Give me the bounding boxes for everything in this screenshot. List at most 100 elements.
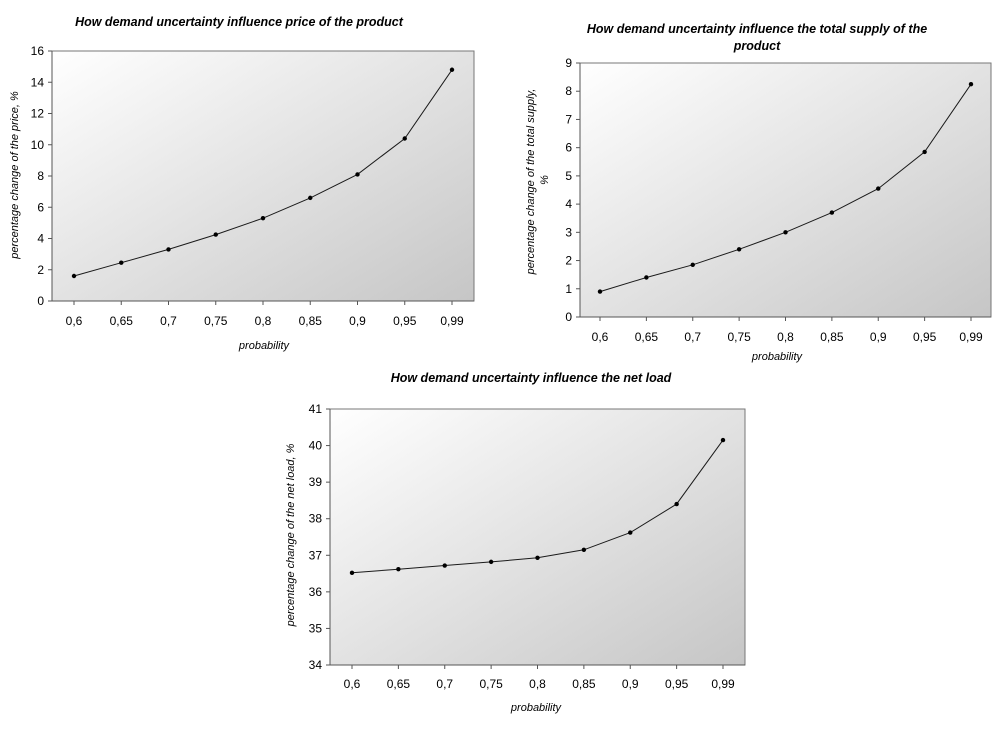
chart-price-data-point (308, 195, 313, 201)
chart-price-data-point (71, 273, 77, 279)
chart-supply-y-axis-label-line2: % (539, 175, 551, 185)
chart-supply-data-point (829, 210, 835, 215)
chart-net-load-x-tick-label: 0,65 (387, 677, 411, 691)
chart-price-x-tick-label: 0,85 (299, 314, 323, 328)
chart-net-load-data-point (349, 570, 355, 576)
chart-price-data-point (119, 260, 124, 265)
chart-net-load-y-tick-label: 34 (309, 658, 323, 672)
chart-net-load-data-point (488, 559, 494, 565)
chart-supply-data-point (690, 262, 695, 267)
chart-supply-x-axis-label: probability (751, 351, 804, 363)
chart-net-load-x-tick-label: 0,85 (572, 677, 596, 691)
chart-net-load-data-point (535, 555, 540, 561)
chart-price-x-tick-label: 0,99 (440, 314, 464, 328)
chart-supply: How demand uncertainty influence the tot… (525, 22, 992, 363)
chart-net-load-x-tick-label: 0,9 (622, 677, 639, 691)
chart-price-y-axis-label: percentage change of the price, % (9, 91, 21, 260)
chart-price-plot-area (51, 50, 475, 302)
chart-net-load-x-tick-label: 0,75 (479, 677, 503, 691)
chart-price-data-point (449, 67, 455, 72)
chart-supply-x-tick-label: 0,8 (777, 330, 794, 344)
chart-supply-title-line2: product (733, 39, 781, 53)
chart-price-data-point (166, 247, 171, 252)
chart-net-load-y-tick-label: 39 (309, 475, 323, 489)
chart-price-x-tick-label: 0,7 (160, 314, 177, 328)
chart-net-load-data-point (674, 501, 679, 507)
chart-supply-x-tick-label: 0,95 (913, 330, 937, 344)
chart-price: How demand uncertainty influence price o… (9, 15, 475, 352)
chart-price-x-tick-label: 0,9 (349, 314, 366, 328)
chart-supply-data-point (644, 275, 649, 280)
chart-supply-y-tick-label: 5 (565, 169, 572, 183)
chart-price-y-tick-label: 16 (31, 44, 45, 58)
chart-net-load-y-tick-label: 37 (309, 548, 323, 562)
chart-price-x-axis-label: probability (238, 340, 291, 352)
chart-supply-y-tick-label: 6 (565, 141, 572, 155)
chart-supply-data-point (736, 247, 742, 252)
chart-net-load-x-tick-label: 0,7 (436, 677, 453, 691)
chart-price-y-tick-label: 0 (37, 294, 44, 308)
chart-supply-x-tick-label: 0,6 (592, 330, 609, 344)
chart-supply-data-point (968, 81, 974, 87)
chart-net-load-data-point (581, 547, 587, 552)
chart-price-x-tick-label: 0,95 (393, 314, 417, 328)
chart-net-load-y-tick-label: 38 (309, 512, 323, 526)
chart-price-x-tick-label: 0,8 (255, 314, 272, 328)
chart-supply-title-line1: How demand uncertainty influence the tot… (587, 22, 927, 36)
chart-supply-y-tick-label: 1 (565, 282, 572, 296)
chart-supply-y-tick-label: 2 (565, 254, 572, 268)
chart-supply-y-tick-label: 8 (565, 84, 572, 98)
chart-price-y-tick-label: 12 (31, 107, 45, 121)
chart-net-load-title: How demand uncertainty influence the net… (391, 371, 672, 385)
chart-net-load-data-point (720, 437, 726, 443)
chart-supply-x-tick-label: 0,85 (820, 330, 844, 344)
chart-price-data-point (355, 172, 360, 177)
chart-price-y-tick-label: 14 (31, 75, 45, 89)
chart-net-load-y-tick-label: 41 (309, 402, 323, 416)
chart-supply-x-tick-label: 0,9 (870, 330, 887, 344)
chart-net-load-data-point (396, 566, 401, 572)
chart-price-x-tick-label: 0,75 (204, 314, 228, 328)
chart-price-y-tick-label: 6 (37, 200, 44, 214)
chart-net-load-y-tick-label: 36 (309, 585, 323, 599)
chart-price-title: How demand uncertainty influence price o… (75, 15, 404, 29)
chart-price-x-tick-label: 0,6 (66, 314, 83, 328)
chart-supply-data-point (597, 289, 603, 294)
chart-supply-y-tick-label: 0 (565, 310, 572, 324)
chart-price-data-point (260, 215, 266, 221)
chart-net-load: How demand uncertainty influence the net… (285, 371, 746, 714)
chart-supply-data-point (922, 149, 927, 155)
chart-supply-y-tick-label: 7 (565, 112, 572, 126)
chart-net-load-y-axis-label: percentage change of the net load, % (285, 443, 297, 627)
chart-supply-data-point (876, 186, 881, 191)
chart-net-load-x-tick-label: 0,8 (529, 677, 546, 691)
chart-net-load-x-tick-label: 0,6 (344, 677, 361, 691)
chart-supply-plot-area (579, 62, 992, 318)
chart-supply-y-tick-label: 4 (565, 197, 572, 211)
chart-net-load-y-tick-label: 35 (309, 621, 323, 635)
chart-net-load-y-tick-label: 40 (309, 439, 323, 453)
chart-net-load-data-point (442, 563, 447, 568)
chart-price-data-point (402, 136, 407, 141)
chart-supply-data-point (783, 230, 788, 235)
chart-price-y-tick-label: 4 (37, 232, 44, 246)
chart-supply-y-axis-label-line1: percentage change of the total supply, (525, 89, 537, 276)
chart-price-y-tick-label: 10 (31, 138, 45, 152)
chart-net-load-x-axis-label: probability (510, 702, 563, 714)
chart-net-load-data-point (628, 530, 633, 535)
chart-price-data-point (213, 232, 218, 237)
chart-supply-y-axis-label: percentage change of the total supply, % (525, 86, 551, 276)
chart-supply-x-tick-label: 0,65 (635, 330, 659, 344)
chart-net-load-plot-area (329, 408, 746, 666)
chart-supply-y-tick-label: 3 (565, 225, 572, 239)
chart-supply-x-tick-label: 0,75 (727, 330, 751, 344)
chart-supply-y-tick-label: 9 (565, 56, 572, 70)
chart-supply-x-tick-label: 0,99 (959, 330, 983, 344)
chart-price-y-tick-label: 2 (37, 263, 44, 277)
chart-supply-x-tick-label: 0,7 (684, 330, 701, 344)
chart-net-load-x-tick-label: 0,95 (665, 677, 689, 691)
chart-net-load-x-tick-label: 0,99 (711, 677, 735, 691)
chart-price-x-tick-label: 0,65 (110, 314, 134, 328)
chart-price-y-tick-label: 8 (37, 169, 44, 183)
